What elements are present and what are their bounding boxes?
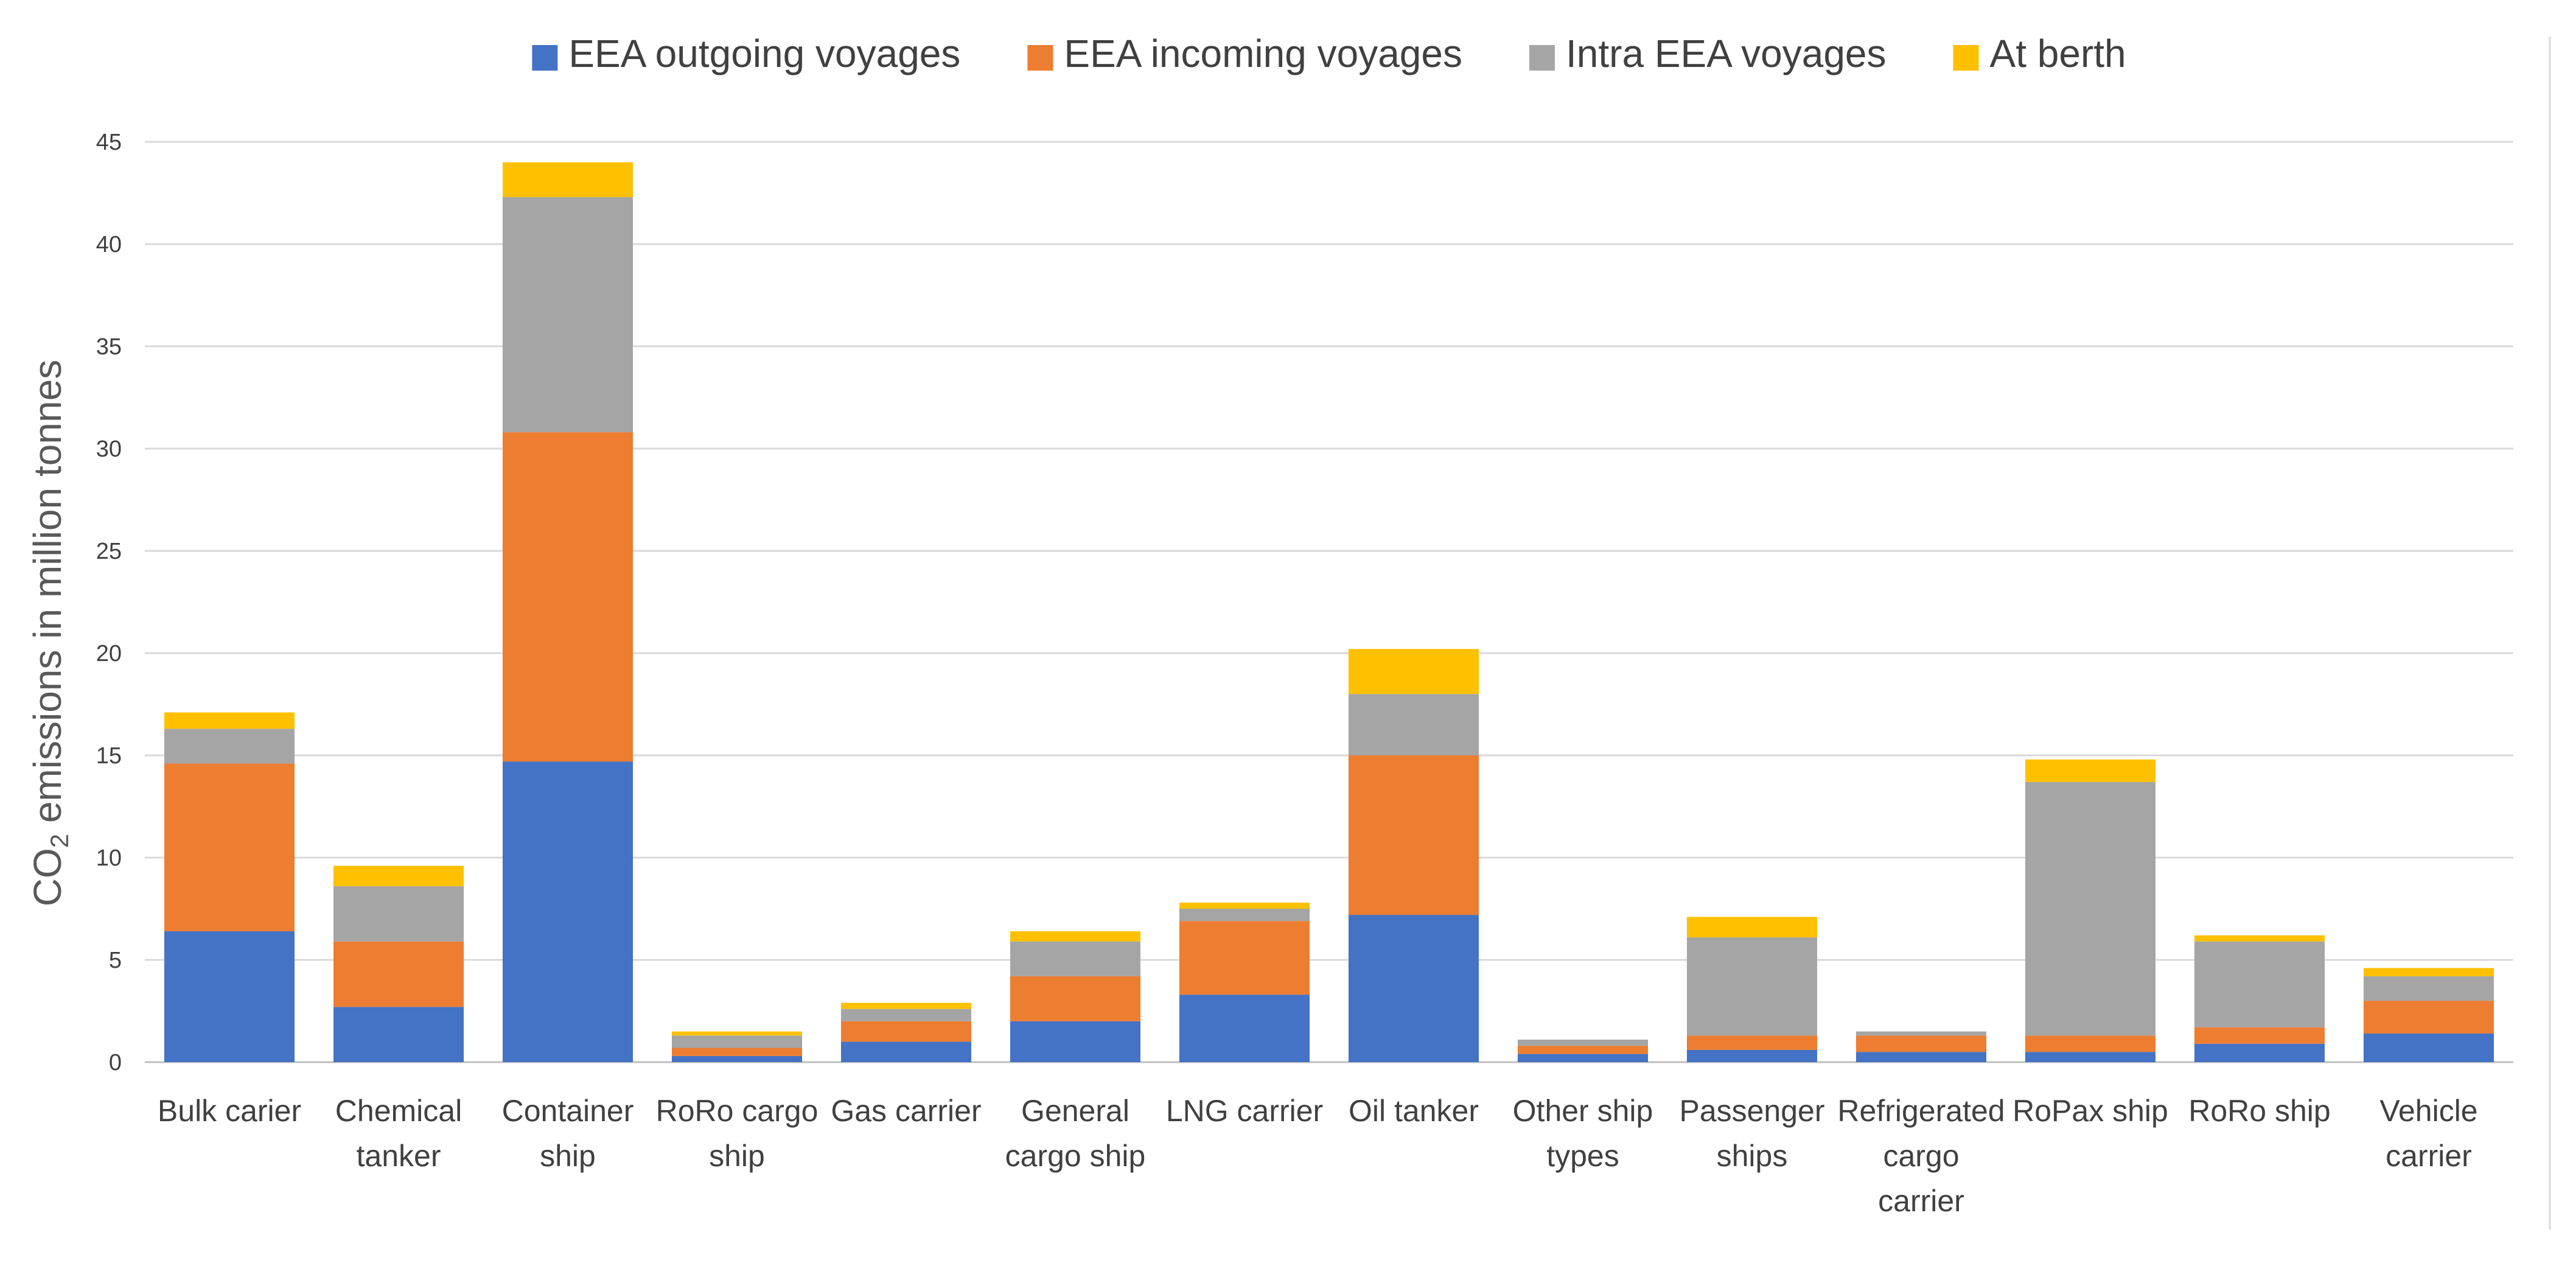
bar-eea-incoming-voyages-vehicle-carrier	[2363, 1001, 2494, 1034]
bar-intra-eea-voyages-container-ship	[502, 197, 634, 433]
bar-eea-outgoing-voyages-passenger-ships	[1686, 1049, 1818, 1062]
x-tick-label: Passenger ships	[1679, 1094, 1824, 1173]
bar-eea-outgoing-voyages-roro-ship	[2194, 1043, 2325, 1062]
bar-intra-eea-voyages-lng-carrier	[1179, 909, 1310, 922]
bar-intra-eea-voyages-oil-tanker	[1348, 694, 1479, 755]
bar-intra-eea-voyages-other-ship-types	[1517, 1040, 1649, 1046]
x-tick-label: RoRo cargo ship	[656, 1094, 819, 1173]
x-tick-label: Chemical tanker	[335, 1094, 462, 1173]
y-tick-label: 45	[96, 130, 122, 155]
y-tick-label: 5	[109, 948, 122, 973]
bar-at-berth-lng-carrier	[1179, 902, 1310, 909]
bar-eea-outgoing-voyages-chemical-tanker	[333, 1007, 464, 1062]
bar-at-berth-oil-tanker	[1348, 649, 1479, 694]
x-tick-label: Bulk carier	[158, 1094, 301, 1128]
y-tick-label: 35	[96, 334, 122, 360]
bar-eea-outgoing-voyages-roro-cargo-ship	[671, 1055, 803, 1062]
x-tick-label: RoRo ship	[2188, 1094, 2330, 1128]
x-tick-label: Other ship types	[1513, 1094, 1653, 1173]
x-tick-label: Refrigerated cargo carrier	[1837, 1094, 2005, 1218]
x-tick-label: Oil tanker	[1349, 1094, 1479, 1128]
bar-intra-eea-voyages-gas-carrier	[840, 1009, 972, 1021]
bar-intra-eea-voyages-general-cargo-ship	[1010, 941, 1141, 976]
legend-label: Intra EEA voyages	[1566, 32, 1887, 75]
bar-eea-incoming-voyages-roro-cargo-ship	[671, 1048, 803, 1056]
legend-item-eea-outgoing-voyages: EEA outgoing voyages	[532, 32, 960, 75]
bar-eea-outgoing-voyages-container-ship	[502, 761, 634, 1062]
bar-at-berth-passenger-ships	[1686, 917, 1818, 938]
bar-at-berth-chemical-tanker	[333, 866, 464, 887]
y-axis-title: CO2 emissions in million tonnes	[26, 360, 74, 906]
bar-eea-incoming-voyages-lng-carrier	[1179, 921, 1310, 995]
bars	[164, 162, 2494, 1062]
bar-eea-outgoing-voyages-lng-carrier	[1179, 995, 1310, 1062]
bar-eea-incoming-voyages-roro-ship	[2194, 1027, 2325, 1044]
x-tick-label: Gas carrier	[831, 1094, 981, 1128]
legend-label: At berth	[1990, 32, 2126, 75]
y-axis-ticks: 0 5 10 15 20 25 30 35 40 45	[96, 130, 122, 1076]
bar-at-berth-bulk-carier	[164, 712, 295, 729]
y-tick-label: 0	[109, 1050, 122, 1076]
y-tick-label: 15	[96, 743, 122, 769]
bar-intra-eea-voyages-bulk-carier	[164, 729, 295, 764]
bar-eea-incoming-voyages-ropax-ship	[2025, 1035, 2156, 1052]
legend-swatch	[1529, 45, 1555, 71]
bar-eea-outgoing-voyages-general-cargo-ship	[1010, 1021, 1141, 1062]
bar-at-berth-general-cargo-ship	[1010, 931, 1141, 942]
bar-eea-outgoing-voyages-gas-carrier	[840, 1041, 972, 1062]
x-tick-label: LNG carrier	[1166, 1094, 1323, 1128]
x-tick-label: Container ship	[502, 1094, 634, 1173]
bar-eea-incoming-voyages-oil-tanker	[1348, 755, 1479, 915]
bar-intra-eea-voyages-passenger-ships	[1686, 937, 1818, 1036]
legend-item-eea-incoming-voyages: EEA incoming voyages	[1027, 32, 1462, 75]
bar-intra-eea-voyages-roro-ship	[2194, 941, 2325, 1027]
legend-item-intra-eea-voyages: Intra EEA voyages	[1529, 32, 1887, 75]
bar-intra-eea-voyages-chemical-tanker	[333, 886, 464, 942]
bar-eea-outgoing-voyages-bulk-carier	[164, 931, 295, 1062]
y-tick-label: 25	[96, 539, 122, 564]
legend-item-at-berth: At berth	[1953, 32, 2126, 75]
bar-intra-eea-voyages-ropax-ship	[2025, 782, 2156, 1036]
bar-at-berth-ropax-ship	[2025, 759, 2156, 782]
y-tick-label: 40	[96, 232, 122, 257]
x-tick-label: RoPax ship	[2012, 1094, 2168, 1128]
bar-eea-incoming-voyages-other-ship-types	[1517, 1046, 1649, 1054]
bar-eea-incoming-voyages-bulk-carier	[164, 763, 295, 931]
gridlines	[145, 141, 2513, 1063]
bar-eea-incoming-voyages-container-ship	[502, 432, 634, 762]
bar-at-berth-container-ship	[502, 162, 634, 197]
legend-swatch	[1027, 45, 1053, 71]
bar-intra-eea-voyages-refrigerated-cargo-carrier	[1855, 1031, 1987, 1036]
legend-swatch	[532, 45, 558, 71]
bar-eea-outgoing-voyages-oil-tanker	[1348, 915, 1479, 1062]
bar-intra-eea-voyages-roro-cargo-ship	[671, 1035, 803, 1048]
bar-eea-outgoing-voyages-refrigerated-cargo-carrier	[1855, 1052, 1987, 1062]
bar-eea-outgoing-voyages-other-ship-types	[1517, 1054, 1649, 1062]
x-tick-label: Vehicle carrier	[2379, 1094, 2477, 1173]
legend-swatch	[1953, 45, 1979, 71]
bar-eea-outgoing-voyages-vehicle-carrier	[2363, 1033, 2494, 1062]
bar-eea-incoming-voyages-refrigerated-cargo-carrier	[1855, 1035, 1987, 1052]
y-tick-label: 10	[96, 845, 122, 871]
bar-eea-incoming-voyages-passenger-ships	[1686, 1035, 1818, 1050]
bar-eea-incoming-voyages-chemical-tanker	[333, 941, 464, 1007]
bar-at-berth-vehicle-carrier	[2363, 968, 2494, 976]
legend-label: EEA incoming voyages	[1064, 32, 1462, 75]
y-tick-label: 30	[96, 436, 122, 462]
x-axis-labels: Bulk carier Chemical tanker Container ship Ro…	[158, 1094, 2478, 1218]
legend-label: EEA outgoing voyages	[568, 32, 960, 75]
bar-eea-incoming-voyages-general-cargo-ship	[1010, 976, 1141, 1021]
bar-at-berth-roro-cargo-ship	[671, 1031, 803, 1036]
bar-eea-outgoing-voyages-ropax-ship	[2025, 1052, 2156, 1062]
legend: EEA outgoing voyages EEA incoming voyages…	[532, 32, 2126, 75]
bar-eea-incoming-voyages-gas-carrier	[840, 1021, 972, 1042]
bar-at-berth-roro-ship	[2194, 935, 2325, 942]
y-tick-label: 20	[96, 641, 122, 666]
x-tick-label: General cargo ship	[1005, 1094, 1146, 1173]
bar-intra-eea-voyages-vehicle-carrier	[2363, 976, 2494, 1001]
bar-at-berth-gas-carrier	[840, 1002, 972, 1009]
